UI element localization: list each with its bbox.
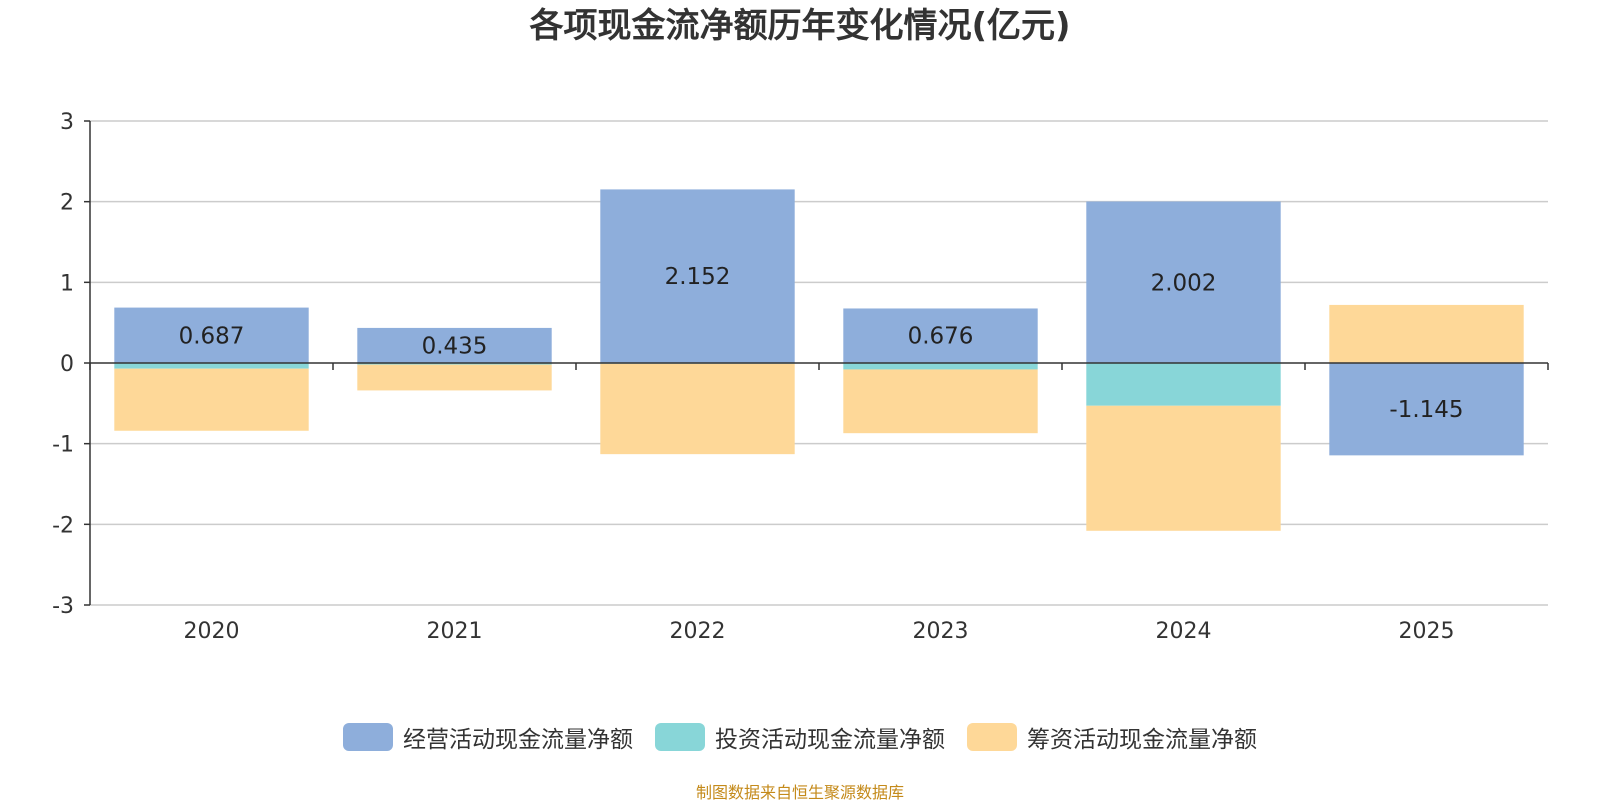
bar-2020-series-1 <box>114 363 309 369</box>
data-label-2025: -1.145 <box>1389 397 1463 423</box>
legend-item-0[interactable]: 经营活动现金流量净额 <box>343 720 633 754</box>
bar-2021-series-2 <box>357 364 552 391</box>
y-tick-label: 0 <box>60 352 74 377</box>
bar-2022-series-0 <box>600 189 795 363</box>
bar-2022-series-2 <box>600 363 795 455</box>
legend-item-2[interactable]: 筹资活动现金流量净额 <box>967 720 1257 754</box>
legend-label: 投资活动现金流量净额 <box>715 727 945 753</box>
y-tick-label: 2 <box>60 191 74 216</box>
bar-2021-series-1 <box>357 363 552 365</box>
bar-2023-series-0 <box>843 308 1038 363</box>
legend-swatch <box>655 723 705 751</box>
data-label-2022: 2.152 <box>665 264 731 290</box>
chart-legend: 经营活动现金流量净额 投资活动现金流量净额 筹资活动现金流量净额 <box>0 720 1600 754</box>
x-tick-label: 2023 <box>913 619 969 644</box>
bar-2023-series-2 <box>843 369 1038 434</box>
bar-2024-series-0 <box>1086 201 1281 363</box>
data-label-2020: 0.687 <box>179 323 245 349</box>
bar-2025-series-2 <box>1329 304 1524 363</box>
y-tick-label: 1 <box>60 271 74 296</box>
bar-2023-series-1 <box>843 363 1038 370</box>
bar-2020-series-0 <box>114 307 309 363</box>
source-note: 制图数据来自恒生聚源数据库 <box>695 783 904 800</box>
data-label-2024: 2.002 <box>1151 270 1217 296</box>
x-tick-label: 2024 <box>1156 619 1212 644</box>
bar-2021-series-0 <box>357 327 552 363</box>
data-label-2023: 0.676 <box>908 324 974 350</box>
y-tick-label: -2 <box>52 513 74 538</box>
bar-2024-series-1 <box>1086 363 1281 406</box>
y-tick-label: -3 <box>52 594 74 619</box>
legend-swatch <box>343 723 393 751</box>
legend-label: 经营活动现金流量净额 <box>403 727 633 753</box>
chart-title: 各项现金流净额历年变化情况(亿元) <box>529 6 1071 46</box>
legend-item-1[interactable]: 投资活动现金流量净额 <box>655 720 945 754</box>
x-tick-label: 2022 <box>670 619 726 644</box>
y-tick-label: -1 <box>52 433 74 458</box>
y-tick-label: 3 <box>60 110 74 135</box>
data-label-2021: 0.435 <box>422 333 488 359</box>
chart-plot: 3 2 1 0 -1 -2 -3 2020 2021 2022 2023 2024 2025 0.687… <box>52 110 1549 644</box>
x-tick-label: 2021 <box>427 619 483 644</box>
bar-2025-series-0 <box>1329 363 1524 456</box>
x-tick-label: 2020 <box>184 619 240 644</box>
legend-label: 筹资活动现金流量净额 <box>1027 727 1257 753</box>
legend-swatch <box>967 723 1017 751</box>
bar-2020-series-2 <box>114 368 309 431</box>
bar-2024-series-2 <box>1086 405 1281 531</box>
x-tick-label: 2025 <box>1399 619 1455 644</box>
